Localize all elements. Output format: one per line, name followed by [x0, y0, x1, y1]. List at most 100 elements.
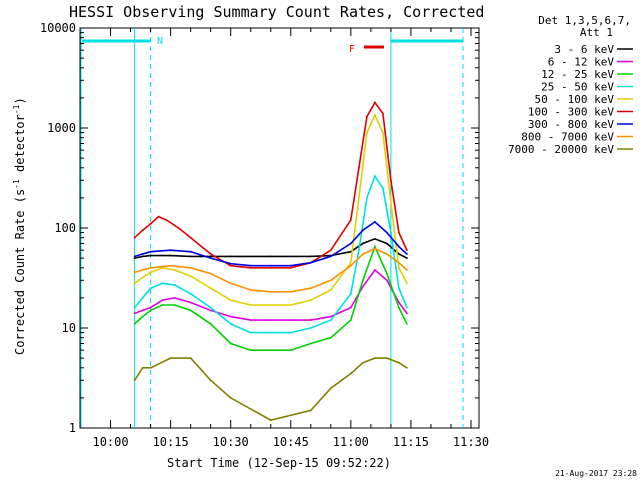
series-point: [149, 306, 152, 309]
series-point: [249, 319, 252, 321]
legend-label: 100 - 300 keV: [528, 106, 614, 119]
series-point: [349, 261, 352, 264]
series-point: [349, 306, 352, 309]
series-point: [309, 287, 312, 290]
series-point: [374, 245, 376, 248]
series-point: [173, 297, 176, 299]
series-point: [406, 249, 408, 252]
y-axis: 1 10 100 1000 10000: [40, 21, 479, 435]
series-line-1: [134, 237, 408, 259]
series-point: [374, 114, 376, 116]
series-point: [329, 249, 332, 252]
series-point: [141, 253, 144, 255]
series-point: [173, 269, 176, 271]
series-point: [249, 266, 252, 269]
series-point: [309, 342, 312, 345]
series-point: [269, 419, 272, 421]
series-point: [386, 279, 388, 282]
series-point: [149, 287, 152, 290]
x-tick-label: 10:45: [273, 435, 309, 449]
series-point: [133, 236, 136, 239]
series-point: [406, 253, 408, 255]
series-point: [149, 266, 152, 269]
series-point: [406, 306, 408, 309]
series-point: [349, 264, 352, 267]
series-line-9: [133, 357, 408, 421]
series-point: [269, 349, 272, 352]
legend-label: 3 - 6 keV: [554, 43, 614, 56]
series-point: [309, 261, 312, 264]
series-point: [249, 304, 252, 306]
series-point: [161, 299, 164, 301]
x-tick-label: 10:15: [153, 435, 189, 449]
series-point: [149, 366, 152, 369]
series-line-5: [134, 113, 408, 306]
series-point: [374, 101, 376, 104]
series-point: [229, 315, 232, 318]
series-point: [189, 357, 192, 359]
timestamp: 21-Aug-2017 23:28: [555, 469, 637, 478]
series-point: [161, 304, 164, 306]
series-point: [141, 366, 144, 369]
series-point: [398, 306, 400, 309]
series-point: [229, 262, 232, 265]
series-point: [269, 319, 272, 321]
series-point: [362, 242, 364, 245]
series-point: [189, 255, 192, 258]
series-point: [289, 266, 292, 269]
x-axis: 10:00 10:15 10:30 10:45 11:00 11:15 11:30: [92, 28, 489, 449]
series-point: [398, 287, 400, 290]
series-point: [149, 250, 152, 253]
series-point: [229, 255, 232, 258]
series-point: [157, 215, 160, 218]
series-point: [269, 304, 272, 306]
series-point: [141, 269, 144, 271]
series-point: [406, 269, 408, 271]
series-point: [189, 292, 192, 295]
series-point: [209, 253, 212, 255]
series-point: [329, 319, 332, 321]
series-point: [386, 357, 388, 359]
series-point: [133, 306, 136, 309]
series-point: [133, 257, 136, 259]
series-point: [141, 297, 144, 299]
legend-label: 7000 - 20000 keV: [508, 143, 614, 156]
legend-label: 800 - 7000 keV: [521, 131, 614, 144]
series-point: [390, 179, 392, 182]
series-point: [382, 112, 384, 115]
series-point: [249, 349, 252, 352]
series-point: [390, 201, 392, 204]
series-point: [289, 264, 292, 267]
series-point: [189, 301, 192, 304]
series-point: [133, 379, 136, 382]
series-point: [209, 306, 212, 309]
series-line-4: [133, 174, 408, 334]
series-point: [289, 349, 292, 352]
series-point: [386, 242, 388, 245]
series-point: [229, 397, 232, 399]
y-tick-label: 1000: [47, 121, 76, 135]
series-point: [386, 253, 388, 255]
flare-label: F: [349, 44, 355, 55]
series-point: [189, 250, 192, 253]
series-point: [406, 282, 408, 285]
series-point: [229, 299, 232, 301]
series-point: [189, 266, 192, 269]
series-point: [161, 282, 164, 285]
series-point: [149, 309, 152, 312]
series-point: [329, 289, 332, 291]
series-point: [362, 285, 364, 288]
series-point: [329, 336, 332, 339]
series-point: [349, 319, 352, 321]
legend-label: 6 - 12 keV: [548, 56, 615, 69]
legend-label: 25 - 50 keV: [541, 81, 614, 94]
annotation-layer: [80, 28, 464, 428]
series-point: [309, 255, 312, 258]
series-point: [358, 166, 360, 169]
series-point: [309, 409, 312, 412]
series-point: [133, 312, 136, 315]
series-point: [329, 387, 332, 390]
x-axis-label: Start Time (12-Sep-15 09:52:22): [167, 456, 391, 470]
